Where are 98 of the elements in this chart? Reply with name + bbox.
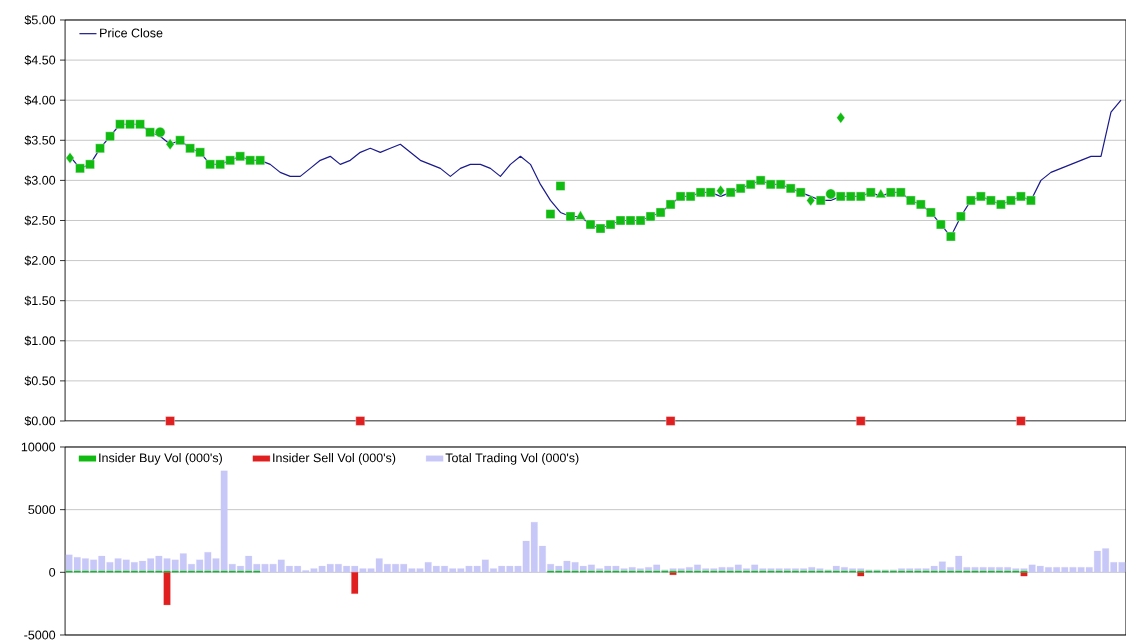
point [825,188,836,200]
legend-label: Price Close [100,28,163,38]
y-tick-label: 10000 [21,442,56,452]
y-tick-label: $3.00 [24,175,56,186]
point [165,416,175,426]
point [665,416,676,426]
point [976,191,986,202]
point [215,159,225,170]
point [875,188,887,199]
point [1016,191,1026,202]
point [796,187,806,198]
point [755,175,766,186]
point [135,119,145,129]
y-tick-label: -5000 [24,630,56,640]
point [1016,416,1026,426]
y-tick-label: $5.00 [24,14,56,26]
legend-label: Insider Buy Vol (000's) [99,453,222,465]
point [125,119,135,129]
point [765,179,776,190]
point [856,191,866,202]
point [145,127,155,137]
point [675,191,686,202]
y-tick-label: $3.50 [24,135,56,146]
point [785,183,796,194]
point [95,143,105,154]
point [655,207,666,218]
point [665,199,676,210]
point [846,191,856,202]
y-tick-label: $2.50 [24,215,56,226]
point [946,231,956,242]
point [245,155,255,166]
point [866,187,876,198]
y-tick-label: $2.00 [24,255,56,266]
point [775,179,786,190]
point [575,210,586,220]
point [154,127,166,138]
y-tick-label: 5000 [28,505,56,515]
point [105,131,115,141]
point [926,207,936,218]
point [585,219,596,230]
point [595,223,606,234]
point [645,211,656,222]
point [695,187,706,198]
point [115,119,125,129]
point [916,199,926,210]
point [205,159,215,170]
bar [351,572,359,594]
point [936,219,946,230]
point [896,187,906,198]
point [836,112,846,124]
point [195,147,205,158]
point [836,191,846,202]
point [966,195,976,206]
point [635,215,646,226]
legend-label: Insider Sell Vol (000's) [273,453,396,465]
point [705,187,716,198]
point [175,135,185,145]
point [725,187,736,198]
y-tick-label: $1.00 [24,335,56,346]
point [685,191,696,202]
point [605,219,616,230]
point [235,151,245,162]
point [986,195,996,206]
y-tick-label: $1.50 [24,295,56,306]
point [85,159,95,170]
point [886,187,896,198]
bar [1020,572,1028,577]
point [956,211,966,222]
point [856,416,866,426]
point [555,181,566,191]
point [816,195,826,206]
point [355,416,365,426]
point [565,211,576,222]
point [716,185,725,197]
bar [163,572,171,606]
point [225,155,235,166]
point [806,194,816,207]
point [65,152,75,164]
point [625,215,636,226]
point [1006,195,1016,206]
legend-label: Total Trading Vol (000's) [445,453,579,465]
point [906,195,916,206]
point [185,143,195,154]
point [75,163,85,174]
point [165,138,175,150]
bar [857,572,865,577]
y-tick-label: $0.00 [24,415,56,427]
y-tick-label: 0 [49,567,56,577]
point [996,199,1006,210]
point [1026,195,1036,206]
point [255,155,265,166]
point [545,209,556,219]
y-tick-label: $0.50 [24,375,56,386]
y-tick-label: $4.00 [24,95,56,106]
point [745,179,756,190]
y-tick-label: $4.50 [24,55,56,66]
point [615,215,626,226]
point [735,183,746,194]
